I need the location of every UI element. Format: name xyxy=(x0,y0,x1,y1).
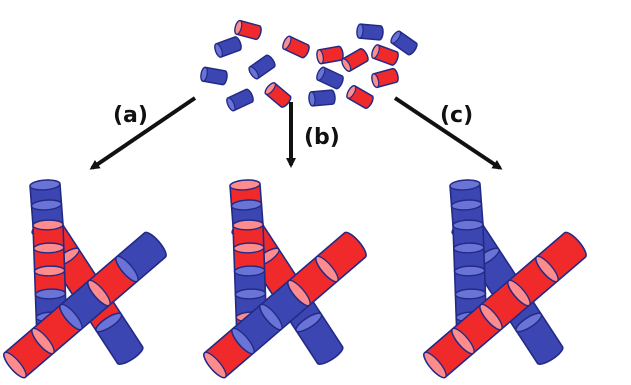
loose-unit xyxy=(234,19,262,41)
loose-unit xyxy=(390,30,418,56)
tube-segment xyxy=(295,312,344,365)
front-diagonal-tube xyxy=(203,231,367,379)
vertical-top-tube xyxy=(29,179,64,231)
loose-unit xyxy=(248,54,276,80)
loose-unit xyxy=(308,89,336,107)
loose-unit xyxy=(371,67,399,89)
loose-unit xyxy=(282,35,310,59)
loose-unit xyxy=(214,36,242,58)
assembly-b xyxy=(203,179,367,379)
label-a: (a) xyxy=(113,103,148,128)
loose-unit xyxy=(371,44,399,66)
tube-segment xyxy=(115,231,167,283)
label-b: (b) xyxy=(304,125,340,150)
tube-segment xyxy=(515,312,564,365)
loose-unit xyxy=(226,88,254,112)
tube-segment xyxy=(315,231,367,283)
front-diagonal-tube xyxy=(3,231,167,379)
front-diagonal-tube xyxy=(423,231,587,379)
tube-segment xyxy=(95,312,144,365)
assembly-a xyxy=(3,179,167,379)
arrow-c xyxy=(393,96,503,170)
arrow-a xyxy=(89,96,197,170)
loose-unit xyxy=(316,66,344,90)
loose-unit xyxy=(200,66,228,86)
loose-unit xyxy=(356,23,384,41)
loose-unit xyxy=(346,85,374,109)
tube-segment xyxy=(535,231,587,283)
loose-unit xyxy=(341,48,369,72)
loose-unit xyxy=(316,45,344,65)
loose-unit xyxy=(264,82,292,108)
label-c: (c) xyxy=(440,103,473,128)
assembly-c xyxy=(423,179,587,379)
loose-units-cluster xyxy=(200,19,418,112)
